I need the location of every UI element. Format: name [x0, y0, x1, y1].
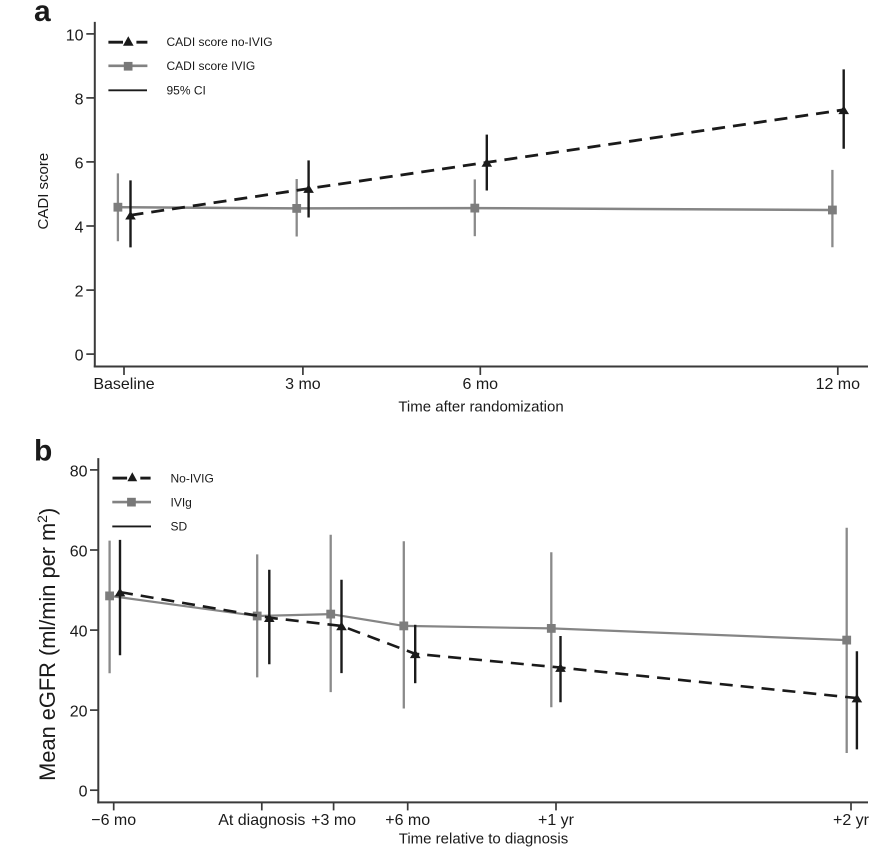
- svg-text:+1 yr: +1 yr: [538, 812, 575, 829]
- svg-text:At diagnosis: At diagnosis: [218, 812, 305, 829]
- svg-text:60: 60: [70, 544, 88, 561]
- svg-text:+3 mo: +3 mo: [311, 812, 356, 829]
- svg-text:b: b: [34, 435, 52, 468]
- svg-text:12 mo: 12 mo: [816, 376, 861, 393]
- svg-text:a: a: [34, 0, 51, 28]
- svg-text:+2 yr: +2 yr: [833, 812, 870, 829]
- svg-text:6 mo: 6 mo: [463, 376, 499, 393]
- svg-text:80: 80: [70, 463, 88, 480]
- svg-text:0: 0: [79, 784, 88, 801]
- svg-text:2: 2: [75, 284, 84, 301]
- svg-text:CADI score no-IVIG: CADI score no-IVIG: [167, 35, 273, 49]
- svg-text:IVIg: IVIg: [171, 495, 192, 509]
- svg-text:8: 8: [75, 91, 84, 108]
- svg-text:Time relative to diagnosis: Time relative to diagnosis: [399, 831, 569, 848]
- svg-text:−6 mo: −6 mo: [91, 812, 136, 829]
- svg-text:3 mo: 3 mo: [285, 376, 321, 393]
- svg-text:Mean eGFR (ml/min per m2): Mean eGFR (ml/min per m2): [34, 508, 60, 781]
- svg-text:6: 6: [75, 155, 84, 172]
- svg-text:40: 40: [70, 624, 88, 641]
- svg-text:No-IVIG: No-IVIG: [171, 471, 214, 485]
- svg-text:95% CI: 95% CI: [167, 83, 206, 97]
- svg-text:10: 10: [66, 27, 84, 44]
- svg-text:CADI score IVIG: CADI score IVIG: [167, 59, 256, 73]
- svg-text:Baseline: Baseline: [93, 376, 154, 393]
- svg-text:Time after randomization: Time after randomization: [398, 399, 563, 416]
- svg-text:CADI score: CADI score: [35, 153, 52, 230]
- svg-text:20: 20: [70, 704, 88, 721]
- svg-text:0: 0: [75, 348, 84, 365]
- svg-text:4: 4: [75, 220, 84, 237]
- svg-text:SD: SD: [171, 519, 188, 533]
- svg-text:+6 mo: +6 mo: [385, 812, 430, 829]
